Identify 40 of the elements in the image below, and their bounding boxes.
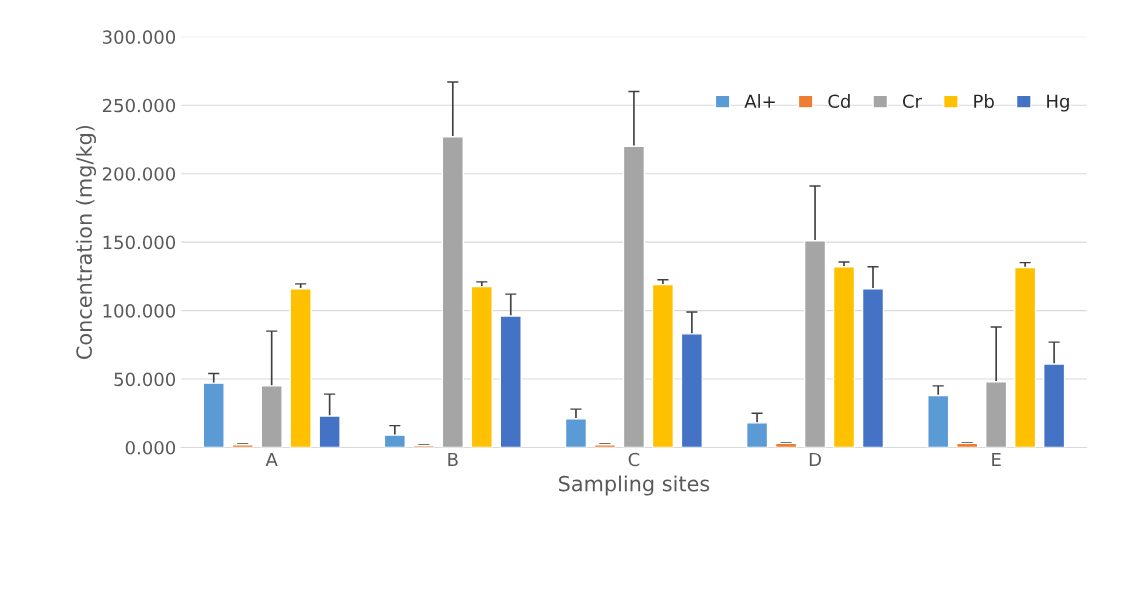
- x-tick-label: E: [992, 452, 1001, 467]
- x-axis-title: Sampling sites: [558, 475, 710, 496]
- y-tick-label: 250.000: [102, 98, 176, 113]
- bar: [1042, 363, 1066, 448]
- bar: [441, 136, 464, 448]
- bar: [861, 287, 885, 448]
- bar: [651, 283, 675, 448]
- legend-label: Pb: [974, 94, 994, 109]
- x-tick-label: C: [628, 452, 640, 467]
- bar: [318, 415, 341, 448]
- y-tick-label: 50.000: [114, 372, 176, 387]
- bar: [832, 266, 856, 448]
- bar: [593, 444, 617, 448]
- y-tick-label: 200.000: [102, 167, 176, 181]
- x-tick-label: A: [265, 452, 278, 467]
- x-tick-label: B: [448, 452, 458, 467]
- bar: [470, 285, 493, 448]
- legend-label: Cr: [902, 94, 922, 109]
- bar: [622, 145, 646, 448]
- y-tick-label: 0.000: [125, 440, 176, 455]
- y-tick-label: 300.000: [102, 30, 176, 44]
- bar: [202, 382, 225, 448]
- bar: [564, 418, 588, 448]
- legend-label: Cd: [828, 94, 850, 109]
- y-axis-title: Concentration (mg/kg): [75, 125, 97, 360]
- bar: [499, 315, 522, 448]
- legend-label: Hg: [1047, 94, 1069, 112]
- bar: [985, 381, 1008, 448]
- bar: [680, 333, 704, 448]
- legend-label: Al+: [744, 94, 775, 108]
- bar: [289, 287, 312, 448]
- bar: [383, 434, 406, 448]
- y-tick-label: 100.000: [103, 304, 176, 318]
- bar: [745, 422, 769, 448]
- bar: [803, 240, 827, 448]
- bar: [1014, 266, 1037, 448]
- x-tick-label: D: [809, 452, 821, 467]
- bar: [231, 444, 254, 448]
- bar: [260, 385, 283, 448]
- y-tick-label: 150.000: [103, 235, 176, 250]
